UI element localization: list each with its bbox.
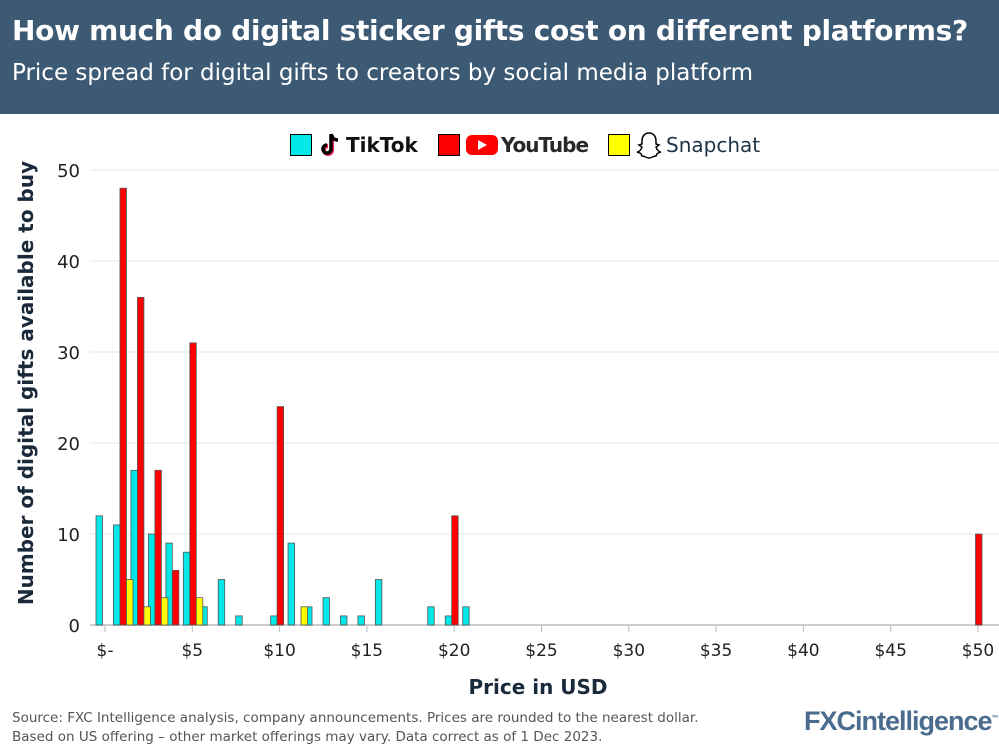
legend: TikTok YouTube Snapchat — [290, 131, 780, 159]
bar-youtube-1 — [119, 187, 127, 626]
legend-label-youtube: YouTube — [500, 133, 589, 157]
bar-tiktok-1 — [113, 524, 121, 626]
bar-tiktok-8 — [235, 615, 243, 626]
x-tick-label: $- — [97, 641, 114, 661]
x-tick-label: $45 — [874, 641, 906, 661]
bar-youtube-20 — [451, 515, 459, 626]
legend-swatch-snapchat — [608, 134, 631, 156]
legend-item-youtube: YouTube — [437, 133, 589, 157]
legend-swatch-youtube — [437, 134, 460, 156]
legend-item-tiktok: TikTok — [290, 132, 418, 158]
logo-text: FXCintelligence — [804, 706, 993, 736]
legend-label-snapchat: Snapchat — [666, 133, 761, 157]
bar-snapchat-11 — [300, 606, 308, 626]
y-tick-label: 20 — [57, 434, 80, 455]
bar-youtube-5 — [189, 342, 197, 626]
y-tick-label: 10 — [57, 525, 80, 546]
youtube-icon — [465, 135, 498, 155]
bar-snapchat-3 — [160, 597, 169, 626]
x-axis-label: Price in USD — [468, 675, 607, 699]
bar-youtube-4 — [171, 570, 180, 626]
bar-tiktok-19 — [427, 606, 435, 626]
bar-youtube-2 — [137, 296, 145, 626]
bar-tiktok-13 — [322, 597, 330, 626]
bar-tiktok-0 — [95, 515, 103, 626]
y-tick-label: 40 — [57, 252, 80, 273]
fxc-logo: FXCintelligence™ — [804, 706, 999, 737]
bar-tiktok-7 — [217, 579, 226, 626]
bar-tiktok-16 — [374, 579, 383, 626]
bar-youtube-3 — [154, 469, 162, 626]
bar-youtube-10 — [276, 406, 285, 626]
legend-item-snapchat: Snapchat — [608, 131, 760, 159]
legend-swatch-tiktok — [290, 134, 312, 156]
bar-tiktok-11 — [287, 542, 295, 626]
bar-tiktok-21 — [462, 606, 470, 626]
source-note: Source: FXC Intelligence analysis, compa… — [12, 709, 699, 747]
x-tick-label: $50 — [962, 641, 994, 661]
legend-label-tiktok: TikTok — [346, 133, 418, 157]
chart-title: How much do digital sticker gifts cost o… — [12, 14, 968, 47]
header: How much do digital sticker gifts cost o… — [0, 0, 999, 114]
x-tick-label: $30 — [613, 641, 645, 661]
y-tick-label: 50 — [57, 161, 80, 182]
x-tick-label: $40 — [787, 641, 819, 661]
x-tick-label: $15 — [351, 641, 383, 661]
x-tick-label: $25 — [525, 641, 557, 661]
x-tick-label: $35 — [700, 641, 732, 661]
bar-tiktok-14 — [340, 615, 348, 626]
chart-subtitle: Price spread for digital gifts to creato… — [12, 60, 753, 86]
source-line-2: Based on US offering – other market offe… — [12, 729, 603, 745]
x-tick-label: $20 — [438, 641, 470, 661]
tiktok-icon — [321, 133, 339, 156]
bar-snapchat-5 — [195, 597, 204, 626]
logo-tm: ™ — [991, 715, 999, 722]
x-tick-label: $5 — [181, 641, 203, 661]
bar-youtube-50 — [975, 533, 983, 626]
bar-snapchat-2 — [143, 606, 151, 626]
x-tick-label: $10 — [263, 641, 295, 661]
bar-snapchat-1 — [126, 579, 134, 626]
bar-tiktok-15 — [357, 615, 365, 626]
y-axis-label: Number of digital gifts available to buy — [14, 161, 38, 605]
bar-tiktok-10 — [270, 615, 278, 626]
bar-tiktok-20 — [444, 615, 453, 626]
y-tick-label: 0 — [69, 616, 80, 637]
source-line-1: Source: FXC Intelligence analysis, compa… — [12, 710, 699, 726]
snapchat-ghost-icon — [636, 132, 662, 159]
y-tick-label: 30 — [57, 343, 80, 364]
bar-tiktok-5 — [182, 551, 191, 626]
